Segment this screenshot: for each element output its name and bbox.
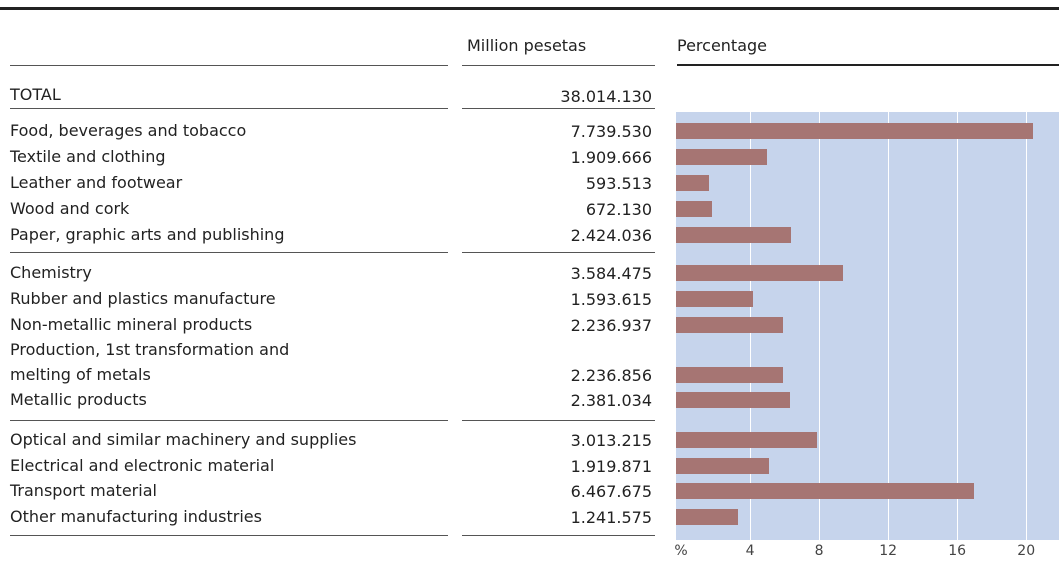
bar bbox=[676, 149, 768, 165]
row-rule bbox=[462, 535, 655, 536]
row-value: 7.739.530 bbox=[570, 122, 652, 141]
row-rule bbox=[462, 108, 655, 109]
column-header: Percentage bbox=[677, 36, 768, 55]
row-value: 1.241.575 bbox=[570, 508, 652, 527]
row-value: 2.236.856 bbox=[570, 366, 652, 385]
row-value: 2.236.937 bbox=[570, 316, 652, 335]
grid-line bbox=[1026, 112, 1028, 540]
row-label: Food, beverages and tobacco bbox=[10, 121, 247, 140]
row-label: Metallic products bbox=[10, 390, 147, 409]
bar bbox=[676, 392, 790, 408]
x-tick-label: 20 bbox=[1017, 543, 1036, 559]
row-value: 2.381.034 bbox=[570, 391, 652, 410]
header-rule bbox=[677, 64, 1059, 66]
row-rule bbox=[10, 535, 448, 536]
row-value: 1.593.615 bbox=[570, 290, 652, 309]
row-value: 6.467.675 bbox=[570, 482, 652, 501]
row-label: Production, 1st transformation and melti… bbox=[10, 340, 290, 384]
header-rule bbox=[10, 65, 448, 66]
row-value: 672.130 bbox=[585, 200, 652, 219]
row-label: Electrical and electronic material bbox=[10, 456, 275, 475]
row-label: Other manufacturing industries bbox=[10, 507, 262, 526]
row-value: 1.909.666 bbox=[570, 148, 652, 167]
row-label: Transport material bbox=[10, 481, 157, 500]
bar bbox=[676, 317, 783, 333]
bar bbox=[676, 367, 783, 383]
row-rule bbox=[462, 420, 655, 421]
row-label: Optical and similar machinery and suppli… bbox=[10, 430, 357, 449]
bar bbox=[676, 432, 818, 448]
row-label: Rubber and plastics manufacture bbox=[10, 289, 276, 308]
row-rule bbox=[462, 252, 655, 253]
bar bbox=[676, 201, 713, 217]
grid-line bbox=[957, 112, 959, 540]
row-label: Wood and cork bbox=[10, 199, 130, 218]
row-value: 1.919.871 bbox=[570, 457, 652, 476]
row-rule bbox=[10, 420, 448, 421]
header-rule bbox=[462, 65, 655, 66]
bar bbox=[676, 458, 770, 474]
bar bbox=[676, 265, 844, 281]
column-header: Million pesetas bbox=[467, 36, 587, 55]
x-tick-label: 16 bbox=[948, 543, 967, 559]
row-value: 593.513 bbox=[585, 174, 652, 193]
x-tick-label: 8 bbox=[814, 543, 824, 559]
row-rule bbox=[10, 108, 448, 109]
bar bbox=[676, 175, 709, 191]
row-rule bbox=[10, 252, 448, 253]
bar bbox=[676, 509, 738, 525]
row-value: 3.584.475 bbox=[570, 264, 652, 283]
row-value: 3.013.215 bbox=[570, 431, 652, 450]
row-label: Paper, graphic arts and publishing bbox=[10, 225, 285, 244]
total-label: TOTAL bbox=[10, 85, 61, 104]
row-label: Leather and footwear bbox=[10, 173, 183, 192]
row-label: Textile and clothing bbox=[10, 147, 166, 166]
grid-line bbox=[888, 112, 890, 540]
row-label: Chemistry bbox=[10, 263, 92, 282]
row-value: 2.424.036 bbox=[570, 226, 652, 245]
bar bbox=[676, 227, 792, 243]
grid-line bbox=[819, 112, 821, 540]
x-tick-label: 12 bbox=[879, 543, 898, 559]
total-value: 38.014.130 bbox=[560, 87, 652, 106]
top-rule bbox=[0, 7, 1059, 10]
bar bbox=[676, 483, 975, 499]
bar bbox=[676, 291, 754, 307]
bar bbox=[676, 123, 1034, 139]
row-label: Non-metallic mineral products bbox=[10, 315, 253, 334]
x-tick-label: % bbox=[674, 543, 688, 559]
x-tick-label: 4 bbox=[745, 543, 755, 559]
